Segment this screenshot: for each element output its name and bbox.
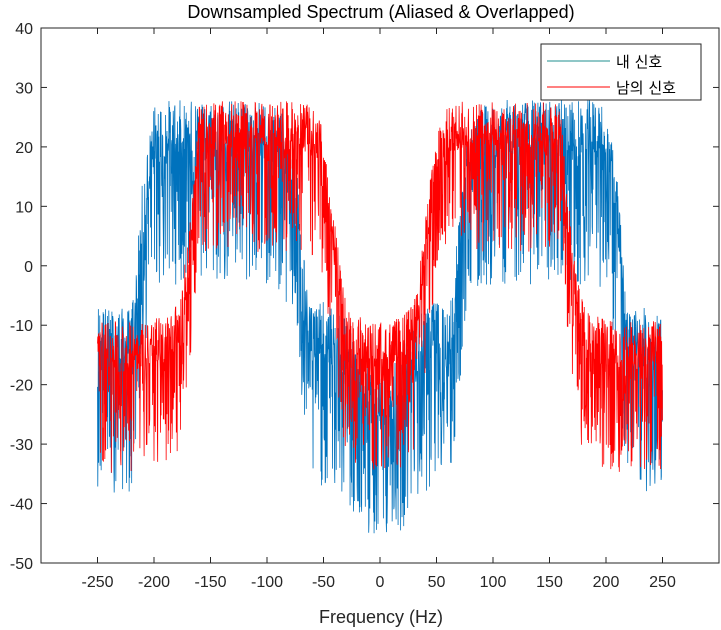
y-tick-label: -10 <box>10 318 33 335</box>
legend-label-other-signal: 남의 신호 <box>616 79 676 97</box>
x-tick-label: -150 <box>194 574 226 591</box>
x-tick-label: -200 <box>138 574 170 591</box>
y-tick-label: 10 <box>15 199 33 216</box>
x-tick-label: 0 <box>376 574 385 591</box>
chart-title: Downsampled Spectrum (Aliased & Overlapp… <box>187 2 574 22</box>
legend-label-my-signal: 내 신호 <box>616 53 662 71</box>
axes-layer: -250 -200 -150 -100 -50 0 50 100 150 200 250-50-40… <box>10 21 720 591</box>
x-tick-label: 100 <box>480 574 507 591</box>
y-tick-label: 30 <box>15 80 33 97</box>
x-tick-label: -50 <box>312 574 335 591</box>
legend-box <box>540 43 702 101</box>
y-tick-label: 0 <box>24 259 33 276</box>
series-line-0 <box>97 99 663 534</box>
x-tick-label: 250 <box>649 574 676 591</box>
y-tick-label: -50 <box>10 556 33 573</box>
y-tick-label: -40 <box>10 497 33 514</box>
y-tick-label: -30 <box>10 437 33 454</box>
y-tick-label: -20 <box>10 378 33 395</box>
y-tick-label: 20 <box>15 140 33 157</box>
x-axis-label: Frequency (Hz) <box>319 607 443 627</box>
x-tick-label: 50 <box>428 574 446 591</box>
legend: 내 신호 남의 신호 <box>540 43 702 101</box>
series-layer <box>97 99 663 534</box>
y-tick-label: 40 <box>15 21 33 38</box>
x-tick-label: 200 <box>593 574 620 591</box>
x-tick-label: 150 <box>536 574 563 591</box>
series-line-1 <box>97 101 663 473</box>
x-tick-label: -100 <box>251 574 283 591</box>
x-tick-label: -250 <box>81 574 113 591</box>
